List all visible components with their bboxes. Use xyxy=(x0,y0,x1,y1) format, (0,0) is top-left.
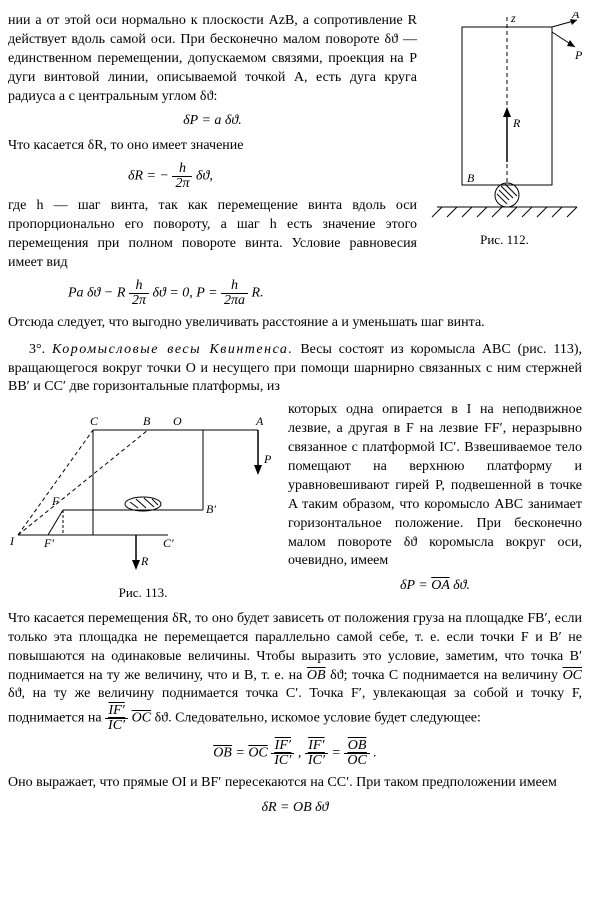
eq3-a: Pa δϑ − R xyxy=(68,286,129,301)
eq5afd: IC′ xyxy=(271,754,294,768)
l-P: P xyxy=(263,452,272,466)
eq2-num: h xyxy=(172,162,192,177)
l-Cp: C′ xyxy=(163,536,174,550)
eq2-post: δϑ, xyxy=(196,169,213,184)
eq3-dB: 2πa xyxy=(221,294,248,308)
eq3-nB: h xyxy=(221,279,248,294)
fig112-svg: z A P R B xyxy=(427,12,582,227)
label-R: R xyxy=(512,116,521,130)
l-Bp: B′ xyxy=(206,502,216,516)
p5d: δϑ. Следовательно, искомое условие будет… xyxy=(155,711,481,726)
label-P: P xyxy=(574,48,582,62)
label-A: A xyxy=(571,12,580,21)
eq-6: δR = OB δϑ xyxy=(8,799,582,818)
figure-112: z A P R B Рис. 112. xyxy=(427,12,582,249)
sec3-title: Коромысловые весы Квинтенса. xyxy=(52,342,293,357)
eq3-dA: 2π xyxy=(129,294,149,308)
eq2-den: 2π xyxy=(172,177,192,191)
eq2-pre: δR = − xyxy=(128,169,169,184)
l-Fp: F′ xyxy=(43,536,54,550)
l-B: B xyxy=(143,414,151,428)
eq5ar: OC xyxy=(248,746,267,761)
eq5aeq: = xyxy=(235,746,248,761)
eq3-end: R. xyxy=(252,286,264,301)
l-F: F xyxy=(51,494,60,508)
para-6: Оно выражает, что прямые OI и BF′ пересе… xyxy=(8,774,582,793)
p5fd: IC′ xyxy=(105,719,128,733)
eq5end: . xyxy=(373,746,377,761)
fig113-svg: C B O A P F B′ I F′ C′ R xyxy=(8,405,278,580)
eq5al: OB xyxy=(213,746,232,761)
label-z: z xyxy=(510,12,516,25)
p5b: δϑ; точка C поднимается на величину xyxy=(330,668,563,683)
fig113-caption: Рис. 113. xyxy=(8,584,278,602)
eq5b2d: OC xyxy=(344,754,369,768)
eq5sep: , xyxy=(298,746,305,761)
l-C: C xyxy=(90,414,99,428)
fig112-caption: Рис. 112. xyxy=(427,231,582,249)
eq-3: Pa δϑ − R h2π δϑ = 0, P = h2πa R. xyxy=(8,279,582,308)
label-B: B xyxy=(467,171,475,185)
eq5bfd: IC′ xyxy=(305,754,328,768)
sec3-num: 3°. xyxy=(29,342,45,357)
l-I: I xyxy=(9,534,15,548)
l-O: O xyxy=(173,414,182,428)
eq3-mid: δϑ = 0, P = xyxy=(152,286,221,301)
l-R: R xyxy=(140,554,149,568)
figure-113: C B O A P F B′ I F′ C′ R Рис. 113. xyxy=(8,405,278,602)
sec3: 3°. Коромысловые весы Квинтенса. Весы со… xyxy=(8,341,582,398)
l-A: A xyxy=(255,414,264,428)
para-5: Что касается перемещения δR, то оно буде… xyxy=(8,610,582,733)
eq3-nA: h xyxy=(129,279,149,294)
para-4: Отсюда следует, что выгодно увеличивать … xyxy=(8,314,582,333)
eq5beq: = xyxy=(331,746,344,761)
eq-5: OB = OC IF′IC′ , IF′IC′ = OBOC . xyxy=(8,739,582,768)
